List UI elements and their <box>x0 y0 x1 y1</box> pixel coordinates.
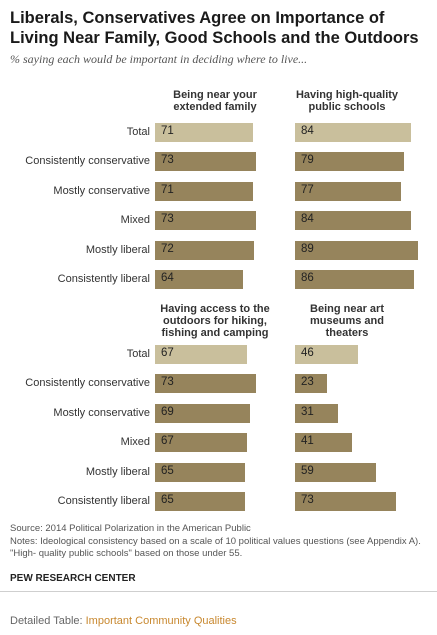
detailed-table-line: Detailed Table: Important Community Qual… <box>10 615 237 627</box>
bar: 59 <box>295 462 377 482</box>
panel-title: Having high-quality public schools <box>295 89 399 113</box>
row-label: Mixed <box>120 436 150 449</box>
bar: 84 <box>295 123 411 142</box>
panel-title: Being near your extended family <box>173 89 257 113</box>
org-name: PEW RESEARCH CENTER <box>10 573 136 584</box>
row-label: Total <box>126 126 150 138</box>
panel-title: Having access to the outdoors for hiking… <box>160 303 270 339</box>
bar: 72 <box>155 240 255 260</box>
bar: 71 <box>155 181 253 201</box>
data-label: 31 <box>301 405 314 418</box>
bar: 64 <box>155 270 244 289</box>
bar: 67 <box>155 345 248 364</box>
detailed-table-link[interactable]: Important Community Qualities <box>85 615 237 627</box>
data-label: 73 <box>161 154 174 167</box>
data-label: 67 <box>161 435 174 448</box>
bar: 46 <box>295 345 359 364</box>
chart-subtitle: % saying each would be important in deci… <box>10 52 308 66</box>
bar: 84 <box>295 211 411 231</box>
bar: 77 <box>295 181 402 201</box>
panel-title: Being near art museums and theaters <box>310 303 384 339</box>
row-label: Consistently liberal <box>57 495 150 507</box>
bar: 23 <box>295 374 327 394</box>
data-label: 71 <box>161 125 174 137</box>
data-label: 86 <box>301 272 314 284</box>
data-label: 41 <box>301 435 314 448</box>
bar: 41 <box>295 433 352 453</box>
source-note: Source: 2014 Political Polarization in t… <box>10 523 251 534</box>
data-label: 77 <box>301 183 314 196</box>
row-label: Mostly conservative <box>53 406 150 419</box>
bar: 71 <box>155 123 253 142</box>
bar: 69 <box>155 403 251 423</box>
data-label: 23 <box>301 376 314 389</box>
data-label: 89 <box>301 242 314 255</box>
data-label: 79 <box>301 154 314 167</box>
chart-title: Liberals, Conservatives Agree on Importa… <box>10 9 419 47</box>
detail-prefix: Detailed Table: <box>10 615 86 627</box>
notes: Notes: Ideological consistency based on … <box>10 536 421 559</box>
row-label: Mostly liberal <box>85 243 150 256</box>
bar: 67 <box>155 433 248 453</box>
row-label: Consistently liberal <box>57 273 150 285</box>
data-label: 72 <box>161 242 174 255</box>
bar: 73 <box>155 152 256 172</box>
row-label: Mostly conservative <box>53 184 150 197</box>
data-label: 67 <box>161 347 174 359</box>
data-label: 64 <box>161 272 174 284</box>
row-label: Consistently conservative <box>25 377 150 390</box>
divider <box>0 591 437 592</box>
data-label: 73 <box>161 376 174 389</box>
bar: 65 <box>155 462 245 482</box>
data-label: 69 <box>161 405 174 418</box>
bar: 65 <box>155 492 245 511</box>
row-label: Mostly liberal <box>85 465 150 478</box>
data-label: 65 <box>161 494 174 506</box>
row-label: Mixed <box>120 214 150 227</box>
data-label: 71 <box>161 183 174 196</box>
bar: 79 <box>295 152 405 172</box>
bar: 73 <box>155 211 256 231</box>
bar: 31 <box>295 403 338 423</box>
data-label: 65 <box>161 464 174 477</box>
bar: 73 <box>295 492 396 511</box>
row-label: Total <box>126 348 150 360</box>
data-label: 46 <box>301 347 314 359</box>
data-label: 73 <box>301 494 314 506</box>
bar: 86 <box>295 270 414 289</box>
data-label: 84 <box>301 213 314 226</box>
row-label: Consistently conservative <box>25 155 150 168</box>
data-label: 84 <box>301 125 314 137</box>
data-label: 73 <box>161 213 174 226</box>
data-label: 59 <box>301 464 314 477</box>
bar: 89 <box>295 240 418 260</box>
bar: 73 <box>155 374 256 394</box>
